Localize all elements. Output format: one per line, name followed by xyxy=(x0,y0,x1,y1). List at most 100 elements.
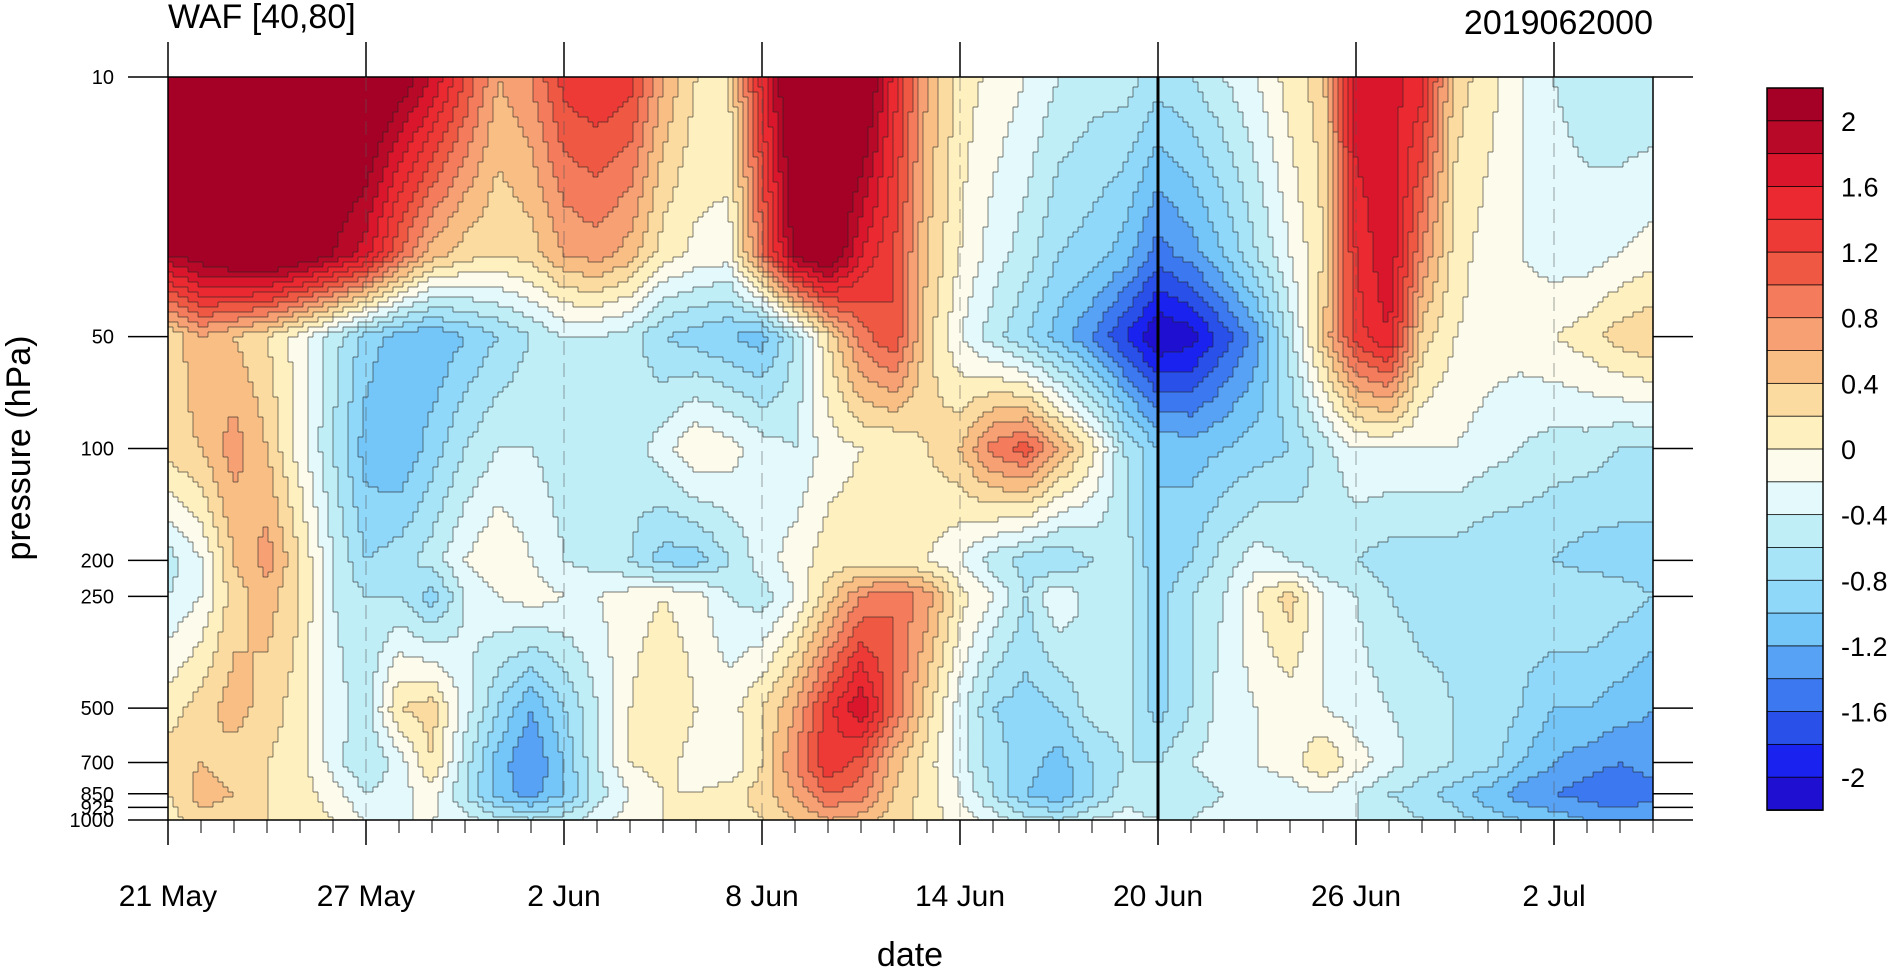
contour-cell xyxy=(1123,147,1129,153)
contour-cell xyxy=(1273,147,1279,153)
contour-cell xyxy=(1578,107,1584,113)
contour-cell xyxy=(708,142,714,148)
contour-cell xyxy=(1318,122,1324,128)
contour-cell xyxy=(1398,137,1404,143)
contour-cell xyxy=(1618,152,1624,158)
contour-cell xyxy=(478,127,484,133)
contour-cell xyxy=(293,107,299,113)
contour-cell xyxy=(498,102,504,108)
contour-cell xyxy=(993,137,999,143)
contour-cell xyxy=(228,117,234,123)
contour-cell xyxy=(618,142,624,148)
contour-cell xyxy=(368,77,374,83)
contour-cell xyxy=(208,112,214,118)
contour-cell xyxy=(1218,97,1224,103)
contour-cell xyxy=(1208,102,1214,108)
contour-cell xyxy=(258,87,264,93)
contour-cell xyxy=(1213,107,1219,113)
contour-cell xyxy=(303,132,309,138)
contour-cell xyxy=(353,142,359,148)
contour-cell xyxy=(1618,132,1624,138)
contour-cell xyxy=(1278,127,1284,133)
contour-cell xyxy=(953,97,959,103)
contour-cell xyxy=(678,132,684,138)
contour-cell xyxy=(998,102,1004,108)
contour-cell xyxy=(783,132,789,138)
contour-cell xyxy=(628,97,634,103)
contour-cell xyxy=(1503,137,1509,143)
contour-cell xyxy=(788,107,794,113)
contour-cell xyxy=(1043,87,1049,93)
contour-cell xyxy=(1113,87,1119,93)
contour-cell xyxy=(218,127,224,133)
contour-cell xyxy=(418,82,424,88)
contour-cell xyxy=(1598,132,1604,138)
contour-cell xyxy=(183,112,189,118)
contour-cell xyxy=(928,107,934,113)
contour-cell xyxy=(938,97,944,103)
contour-cell xyxy=(1238,147,1244,153)
contour-cell xyxy=(428,117,434,123)
contour-cell xyxy=(1478,152,1484,158)
contour-cell xyxy=(1403,102,1409,108)
contour-cell xyxy=(1633,107,1639,113)
contour-cell xyxy=(843,112,849,118)
contour-cell xyxy=(1568,97,1574,103)
contour-cell xyxy=(1498,142,1504,148)
contour-cell xyxy=(178,112,184,118)
contour-cell xyxy=(608,107,614,113)
contour-cell xyxy=(763,127,769,133)
contour-cell xyxy=(1138,152,1144,158)
contour-cell xyxy=(1188,147,1194,153)
contour-cell xyxy=(1183,132,1189,138)
contour-cell xyxy=(328,127,334,133)
contour-cell xyxy=(1178,132,1184,138)
contour-cell xyxy=(248,87,254,93)
contour-cell xyxy=(1298,117,1304,123)
contour-cell xyxy=(1368,132,1374,138)
contour-cell xyxy=(813,147,819,153)
contour-cell xyxy=(578,92,584,98)
contour-cell xyxy=(288,157,294,163)
contour-cell xyxy=(373,92,379,98)
contour-cell xyxy=(678,102,684,108)
contour-cell xyxy=(993,107,999,113)
contour-cell xyxy=(803,112,809,118)
contour-cell xyxy=(1273,92,1279,98)
contour-cell xyxy=(1268,102,1274,108)
contour-cell xyxy=(253,112,259,118)
contour-cell xyxy=(808,117,814,123)
contour-cell xyxy=(1043,127,1049,133)
contour-cell xyxy=(813,132,819,138)
contour-cell xyxy=(848,132,854,138)
contour-cell xyxy=(1403,92,1409,98)
contour-cell xyxy=(1098,77,1104,83)
contour-cell xyxy=(1183,147,1189,153)
contour-cell xyxy=(473,142,479,148)
contour-cell xyxy=(1638,117,1644,123)
contour-cell xyxy=(698,117,704,123)
contour-cell xyxy=(888,107,894,113)
contour-cell xyxy=(173,147,179,153)
contour-cell xyxy=(168,142,174,148)
contour-cell xyxy=(1583,112,1589,118)
contour-cell xyxy=(1078,117,1084,123)
contour-cell xyxy=(1633,92,1639,98)
contour-cell xyxy=(1633,97,1639,103)
contour-cell xyxy=(303,117,309,123)
contour-cell xyxy=(868,147,874,153)
contour-cell xyxy=(1513,147,1519,153)
contour-cell xyxy=(1108,87,1114,93)
contour-cell xyxy=(618,77,624,83)
contour-cell xyxy=(1403,117,1409,123)
contour-cell xyxy=(1393,102,1399,108)
contour-cell xyxy=(353,137,359,143)
contour-cell xyxy=(263,107,269,113)
contour-cell xyxy=(1618,107,1624,113)
contour-cell xyxy=(788,87,794,93)
contour-cell xyxy=(503,152,509,158)
contour-cell xyxy=(1293,142,1299,148)
contour-cell xyxy=(1108,142,1114,148)
contour-cell xyxy=(993,142,999,148)
contour-cell xyxy=(1298,147,1304,153)
